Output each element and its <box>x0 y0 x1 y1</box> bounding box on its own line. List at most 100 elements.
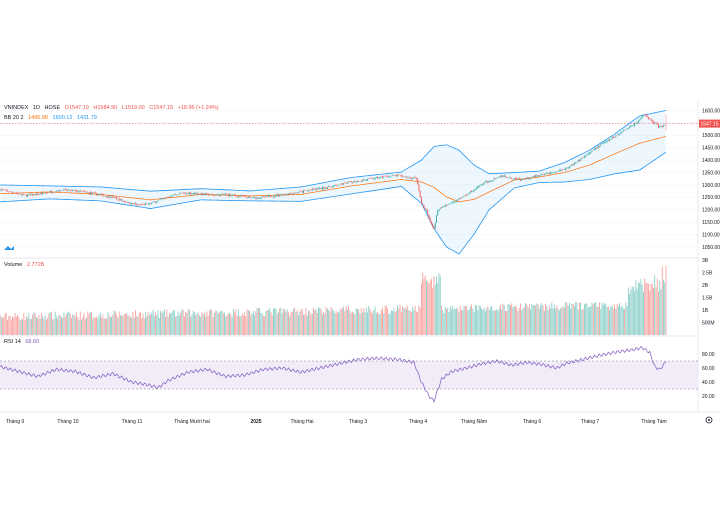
volume-bar <box>412 306 414 335</box>
candle-body <box>492 180 494 182</box>
candle-body <box>314 188 316 190</box>
price-tick-label: 1450.00 <box>702 146 720 152</box>
candle-body <box>272 196 274 198</box>
volume-bar <box>63 312 65 335</box>
volume-bar <box>264 316 266 335</box>
volume-bar <box>545 304 547 335</box>
candle-body <box>210 194 212 196</box>
volume-bar <box>247 310 249 335</box>
candle-body <box>240 195 242 197</box>
volume-bar <box>523 307 525 335</box>
volume-bar <box>665 265 667 335</box>
volume-bar <box>649 290 651 335</box>
volume-bar <box>594 302 595 335</box>
volume-bar <box>165 316 166 335</box>
candle-body <box>444 205 446 207</box>
volume-bar <box>609 309 610 335</box>
candle-body <box>561 169 563 171</box>
volume-bar <box>250 314 252 335</box>
candle-body <box>296 192 298 193</box>
candle-body <box>192 193 194 195</box>
candle-body <box>491 180 493 182</box>
volume-bar <box>23 312 25 335</box>
volume-bar <box>101 317 103 335</box>
candle-body <box>468 192 470 195</box>
candle-body <box>281 194 283 196</box>
volume-bar <box>383 313 385 335</box>
volume-bar <box>96 316 98 335</box>
bb-lower-line <box>0 151 667 255</box>
volume-bar <box>373 310 375 335</box>
volume-bar <box>548 305 550 335</box>
candle-body <box>502 175 504 177</box>
candle-body <box>290 192 292 194</box>
volume-bar <box>497 310 499 335</box>
candle-body <box>604 142 605 144</box>
volume-bar <box>328 310 330 335</box>
candle-body <box>374 177 376 180</box>
volume-bar <box>454 308 456 335</box>
gear-icon[interactable] <box>705 416 713 424</box>
volume-tick-label: 3B <box>702 258 709 264</box>
candle-body <box>540 174 542 176</box>
volume-bar <box>468 309 470 335</box>
volume-bar <box>265 311 267 335</box>
volume-bar <box>360 307 362 335</box>
volume-bar <box>256 308 258 335</box>
candle-body <box>629 126 631 129</box>
candle-body <box>300 190 302 192</box>
candle-body <box>206 193 208 194</box>
candle-body <box>127 201 129 203</box>
candle-body <box>226 193 228 195</box>
candle-body <box>136 203 138 206</box>
candle-body <box>362 179 363 182</box>
volume-bar <box>584 304 585 335</box>
volume-bar <box>513 306 515 335</box>
candle-body <box>641 115 643 118</box>
volume-bar <box>394 312 396 335</box>
candle-body <box>591 150 593 152</box>
volume-bar <box>582 308 584 335</box>
interval-label[interactable]: 1D <box>32 105 41 111</box>
volume-bar <box>395 310 397 335</box>
candle-body <box>201 193 203 195</box>
candle-body <box>291 193 293 195</box>
volume-bar <box>211 310 213 335</box>
volume-bar <box>417 312 419 335</box>
volume-bar <box>39 318 41 335</box>
candle-body <box>420 197 422 204</box>
volume-bar <box>377 311 378 335</box>
candle-body <box>377 176 378 179</box>
volume-bar <box>661 266 663 335</box>
bb-legend[interactable]: BB 20 2 1495.90 1600.12 1431.79 <box>4 115 100 121</box>
candle-body <box>39 193 41 195</box>
candle-body <box>311 188 313 191</box>
volume-bar <box>443 312 445 335</box>
candle-body <box>349 181 351 182</box>
symbol-label[interactable]: VNINDEX <box>4 105 29 111</box>
candle-body <box>372 178 373 180</box>
volume-bar <box>546 306 548 335</box>
candle-body <box>91 192 92 194</box>
volume-bar <box>505 310 506 335</box>
candle-body <box>354 180 356 183</box>
volume-bar <box>634 290 636 335</box>
volume-bar <box>205 316 207 335</box>
candle-body <box>576 161 578 163</box>
volume-bar <box>62 318 64 335</box>
candle-body <box>112 195 114 198</box>
candle-body <box>510 177 511 179</box>
volume-bar <box>577 309 579 335</box>
volume-bar <box>427 281 429 335</box>
candle-body <box>656 123 658 125</box>
candle-body <box>219 194 220 196</box>
volume-legend[interactable]: Volume 2.772B <box>4 262 47 268</box>
volume-bar <box>303 314 304 335</box>
candle-body <box>501 175 503 178</box>
tradingview-logo-icon[interactable] <box>4 246 14 250</box>
candle-body <box>597 145 599 149</box>
rsi-legend[interactable]: RSI 14 68.60 <box>4 339 42 345</box>
volume-bar <box>390 310 392 335</box>
volume-bar <box>191 314 193 335</box>
